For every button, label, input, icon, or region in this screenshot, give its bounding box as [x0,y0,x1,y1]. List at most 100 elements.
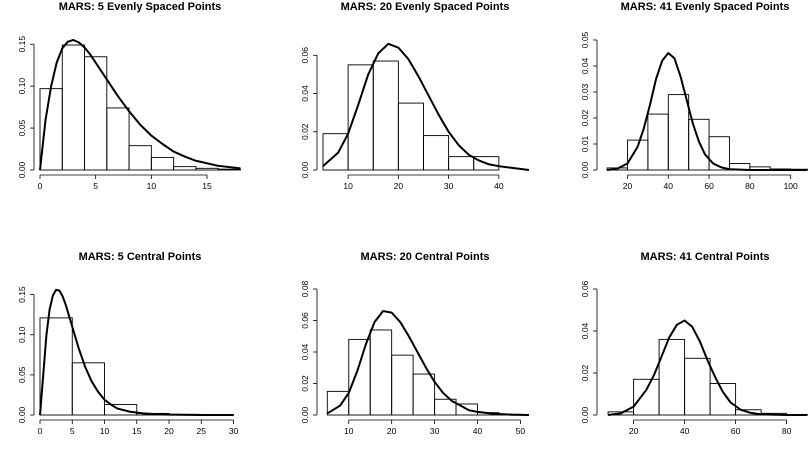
histogram-bar [448,156,475,171]
histogram-bar [106,107,130,171]
y-tick-label: 0.00 [580,161,590,178]
panel-3: MARS: 41 Evenly Spaced Points 20 40 60 80 10… [580,1,808,191]
histogram-bar [369,329,393,416]
x-tick-label: 40 [473,426,483,436]
x-tick-label: 20 [623,181,633,191]
x-tick-label: 100 [784,181,798,191]
x-tick-label: 10 [100,426,110,436]
panel-5: MARS: 20 Central Points 10 20 30 40 50 0.00 0.… [300,251,530,436]
x-tick-label: 40 [494,181,504,191]
x-tick-label: 50 [516,426,526,436]
chart-title: MARS: 41 Central Points [641,251,770,263]
y-tick-label: 0.01 [580,135,590,152]
density-curve [39,288,234,416]
x-tick-label: 10 [147,181,157,191]
panel-2: MARS: 20 Evenly Spaced Points 10 20 30 40 0.… [300,1,530,191]
histogram-bar [455,403,478,416]
y-tick-label: 0.05 [17,366,27,383]
y-tick-label: 0.00 [17,161,27,178]
density-curve [607,319,807,416]
x-tick-label: 25 [197,426,207,436]
histogram-bar [195,167,219,171]
density-curve [39,39,241,171]
histogram-bar [667,94,690,171]
histogram-bar [423,135,450,171]
histogram-bar [173,166,197,171]
y-tick-label: 0.06 [300,312,310,329]
chart-title: MARS: 41 Evenly Spaced Points [621,1,790,13]
y-tick-label: 0.04 [300,85,310,102]
y-tick-label: 0.00 [300,406,310,423]
histogram-bar [708,136,730,171]
panel-6: MARS: 41 Central Points 20 40 60 80 0.00 0.02… [580,251,808,436]
y-tick-label: 0.10 [17,326,27,343]
x-tick-label: 15 [132,426,142,436]
y-tick-label: 0.15 [17,36,27,53]
chart-title: MARS: 20 Central Points [361,251,490,263]
density-curve [326,310,530,416]
chart-title: MARS: 5 Evenly Spaced Points [59,1,222,13]
histogram-bar [397,102,424,171]
panel-1: MARS: 5 Evenly Spaced Points 0 5 10 15 0.00 0… [17,1,241,191]
x-tick-label: 60 [704,181,714,191]
density-curve [606,52,807,171]
y-tick-label: 0.06 [580,280,590,297]
x-tick-label: 80 [745,181,755,191]
y-tick-label: 0.05 [580,31,590,48]
histogram-bar [391,354,414,416]
y-tick-label: 0.08 [300,280,310,297]
y-tick-label: 0.02 [580,364,590,381]
histogram-bar [61,44,85,171]
y-tick-label: 0.00 [580,406,590,423]
histogram-bar [473,156,500,171]
y-tick-label: 0.06 [300,47,310,64]
histogram-bar [688,118,710,171]
y-tick-label: 0.04 [580,322,590,339]
y-tick-label: 0.05 [17,120,27,137]
x-tick-label: 20 [164,426,174,436]
x-tick-label: 15 [202,181,212,191]
x-tick-label: 20 [394,181,404,191]
y-tick-label: 0.10 [17,78,27,95]
y-tick-label: 0.02 [580,109,590,126]
chart-title: MARS: 20 Evenly Spaced Points [341,1,510,13]
x-tick-label: 60 [731,426,741,436]
y-tick-label: 0.00 [300,161,310,178]
histogram-bar [217,168,241,171]
y-tick-label: 0.02 [300,123,310,140]
x-tick-label: 10 [344,426,354,436]
x-tick-label: 5 [70,426,75,436]
y-tick-label: 0.02 [300,375,310,392]
y-tick-label: 0.04 [580,57,590,74]
chart-title: MARS: 5 Central Points [79,251,202,263]
panel-4: MARS: 5 Central Points 0 5 10 15 20 25 30 0.00 0… [17,251,239,436]
x-tick-label: 40 [664,181,674,191]
histogram-bar [39,88,63,171]
histogram-bar [372,60,399,171]
y-tick-label: 0.00 [17,406,27,423]
x-tick-label: 0 [38,426,43,436]
x-tick-label: 30 [430,426,440,436]
x-tick-label: 20 [629,426,639,436]
x-tick-label: 10 [343,181,353,191]
histogram-bar [150,156,175,171]
histogram-bar [633,378,660,416]
x-tick-label: 5 [93,181,98,191]
x-tick-label: 30 [229,426,239,436]
histogram-bar [735,409,762,416]
density-curve [322,42,530,171]
x-tick-label: 80 [782,426,792,436]
y-tick-label: 0.03 [580,83,590,100]
y-tick-label: 0.15 [17,286,27,303]
histogram-bar [412,373,436,416]
histogram-bar [71,362,105,416]
histogram-bar [128,145,152,171]
y-tick-label: 0.04 [300,343,310,360]
x-tick-label: 40 [680,426,690,436]
histogram-bar [347,64,374,171]
histogram-bar [684,357,711,416]
histogram-bar [647,113,669,171]
x-tick-label: 0 [38,181,43,191]
x-tick-label: 20 [387,426,397,436]
